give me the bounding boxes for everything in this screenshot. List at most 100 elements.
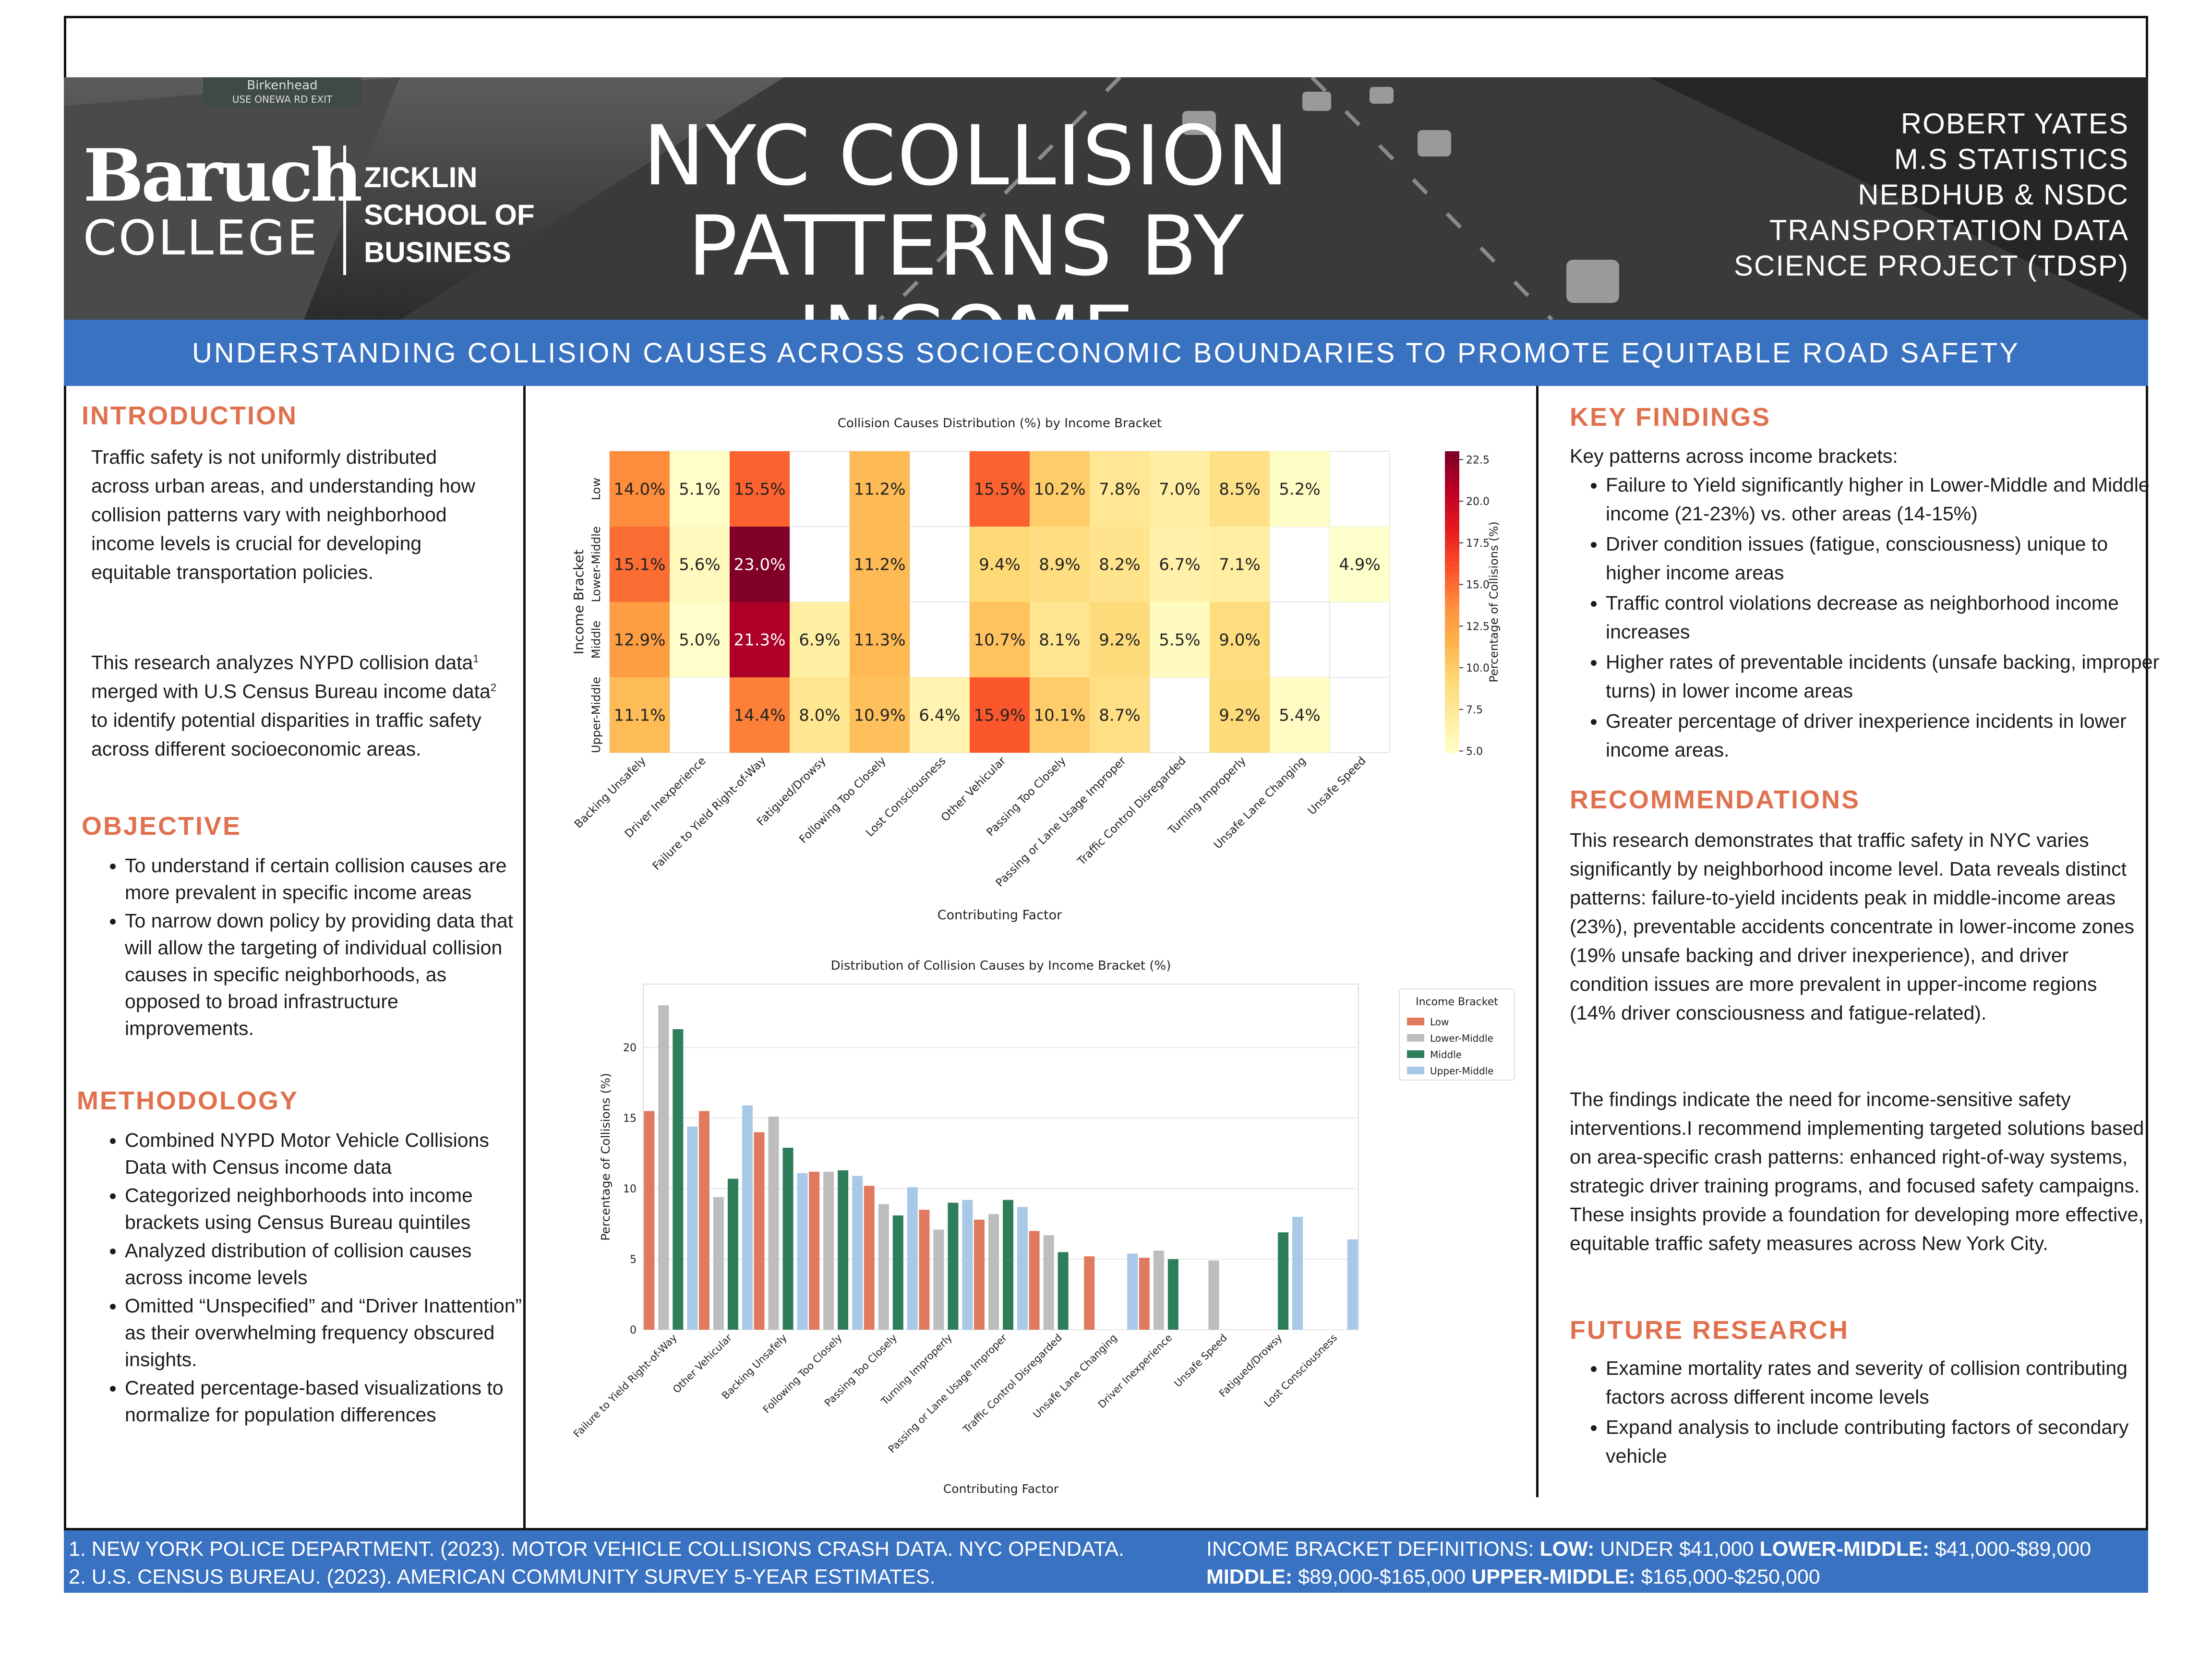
heatmap-title: Collision Causes Distribution (%) by Inc…: [838, 416, 1162, 431]
bar: [1003, 1200, 1013, 1330]
bar-chart-category-label: Passing or Lane Usage Improper: [886, 1332, 1010, 1455]
bar: [1084, 1256, 1095, 1330]
heatmap-cell: [670, 527, 730, 602]
colorbar-segment: [1445, 743, 1459, 748]
heatmap-x-axis-label: Contributing Factor: [938, 908, 1062, 923]
colorbar-segment: [1445, 727, 1459, 733]
colorbar-segment: [1445, 652, 1459, 658]
bar: [838, 1170, 849, 1330]
author-line: SCIENCE PROJECT (TDSP): [1734, 250, 2129, 282]
methodology-list: Combined NYPD Motor Vehicle Collisions D…: [91, 1127, 528, 1430]
heatmap-column-label: Unsafe Speed: [1306, 755, 1369, 817]
key-findings-heading: KEY FINDINGS: [1570, 403, 1771, 432]
future-research-list: Examine mortality rates and severity of …: [1572, 1354, 2163, 1472]
heatmap-cell: [610, 602, 670, 677]
heatmap-cell-label: 5.6%: [679, 555, 720, 575]
bar-chart-y-tick: 15: [623, 1113, 637, 1125]
intro-text: merged with U.S Census Bureau income dat…: [91, 680, 491, 702]
bar: [852, 1176, 863, 1330]
heatmap-cell: [850, 602, 910, 677]
def-low-label: LOW:: [1539, 1538, 1595, 1561]
heatmap-cell: [1270, 451, 1330, 527]
colorbar-segment: [1445, 602, 1459, 608]
colorbar-segment: [1445, 627, 1459, 633]
colorbar-segment: [1445, 521, 1459, 527]
bar-chart-y-tick: 5: [630, 1254, 637, 1266]
colorbar-segment: [1445, 486, 1459, 492]
colorbar-segment: [1445, 481, 1459, 487]
bar: [754, 1132, 765, 1330]
heatmap-cell-label: 6.7%: [1159, 555, 1200, 575]
heatmap-cell: [850, 451, 910, 527]
bar-chart-category-label: Other Vehicular: [671, 1332, 734, 1395]
colorbar-tick-label: 12.5: [1466, 621, 1490, 633]
author-line: TRANSPORTATION DATA: [1769, 214, 2129, 246]
bar: [782, 1147, 793, 1330]
colorbar-segment: [1445, 456, 1459, 462]
heatmap-cell-label: 8.0%: [799, 706, 840, 725]
legend-swatch: [1407, 1067, 1424, 1074]
colorbar-segment: [1445, 622, 1459, 628]
references: 1. NEW YORK POLICE DEPARTMENT. (2023). M…: [69, 1535, 1124, 1591]
legend-entry: Lower-Middle: [1430, 1033, 1493, 1044]
logo-divider: [343, 145, 346, 275]
heatmap-cell-label: 11.1%: [613, 706, 665, 725]
list-item: Higher rates of preventable incidents (u…: [1606, 648, 2163, 705]
legend-entry: Middle: [1430, 1049, 1462, 1060]
colorbar-tick-label: 22.5: [1466, 454, 1490, 466]
key-findings-list: Failure to Yield significantly higher in…: [1572, 470, 2163, 766]
heatmap-cell-label: 5.1%: [679, 480, 720, 499]
colorbar-segment: [1445, 647, 1459, 653]
colorbar-segment: [1445, 597, 1459, 602]
bar: [892, 1215, 903, 1330]
colorbar-segment: [1445, 451, 1459, 457]
heatmap-row-label: Lower-Middle: [589, 526, 603, 602]
bar: [878, 1204, 889, 1330]
heatmap-cell-label: 14.4%: [733, 706, 785, 725]
heatmap-cell: [1090, 451, 1150, 527]
colorbar-segment: [1445, 677, 1459, 683]
colorbar-segment: [1445, 662, 1459, 668]
colorbar-segment: [1445, 682, 1459, 688]
subtitle-bar: UNDERSTANDING COLLISION CAUSES ACROSS SO…: [64, 320, 2148, 386]
introduction-paragraph-2: This research analyzes NYPD collision da…: [91, 648, 504, 763]
bar: [1139, 1258, 1150, 1330]
bar: [919, 1210, 930, 1330]
bar: [974, 1219, 985, 1330]
def-lower-middle-range: $41,000-$89,000: [1929, 1538, 2092, 1561]
colorbar-segment: [1445, 546, 1459, 553]
bar: [768, 1117, 779, 1330]
colorbar-segment: [1445, 747, 1459, 753]
bar: [673, 1029, 684, 1330]
poster-frame: [64, 16, 2148, 1530]
list-item: Omitted “Unspecified” and “Driver Inatte…: [125, 1292, 528, 1373]
bar: [907, 1187, 918, 1330]
def-low-range: UNDER $41,000: [1594, 1538, 1760, 1561]
legend-swatch: [1407, 1034, 1424, 1042]
colorbar-segment: [1445, 697, 1459, 703]
heatmap-cell-label: 7.8%: [1099, 480, 1140, 499]
legend-entry: Upper-Middle: [1430, 1065, 1494, 1077]
heatmap-column-label: Passing or Lane Usage Improper: [994, 754, 1129, 889]
bar-chart-category-label: Unsafe Speed: [1172, 1332, 1229, 1390]
list-item: Combined NYPD Motor Vehicle Collisions D…: [125, 1127, 528, 1180]
colorbar-segment: [1445, 572, 1459, 577]
list-item: To narrow down policy by providing data …: [125, 907, 518, 1042]
heatmap-cell: [610, 527, 670, 602]
bar: [1029, 1231, 1040, 1330]
heatmap-cell-label: 7.1%: [1219, 555, 1260, 575]
colorbar-segment: [1445, 672, 1459, 678]
legend-entry: Low: [1430, 1016, 1449, 1028]
colorbar-segment: [1445, 722, 1459, 728]
zicklin-school-logo: ZICKLIN SCHOOL OF BUSINESS: [364, 159, 535, 271]
heatmap-cell-label: 4.9%: [1339, 555, 1380, 575]
heatmap-cell: [970, 527, 1030, 602]
colorbar-segment: [1445, 577, 1459, 583]
colorbar-segment: [1445, 692, 1459, 698]
colorbar-segment: [1445, 556, 1459, 563]
heatmap-cell: [1090, 602, 1150, 677]
colorbar-segment: [1445, 527, 1459, 532]
bar-chart-x-axis-label: Contributing Factor: [943, 1482, 1059, 1496]
heatmap-cell: [1090, 527, 1150, 602]
colorbar-segment: [1445, 632, 1459, 638]
